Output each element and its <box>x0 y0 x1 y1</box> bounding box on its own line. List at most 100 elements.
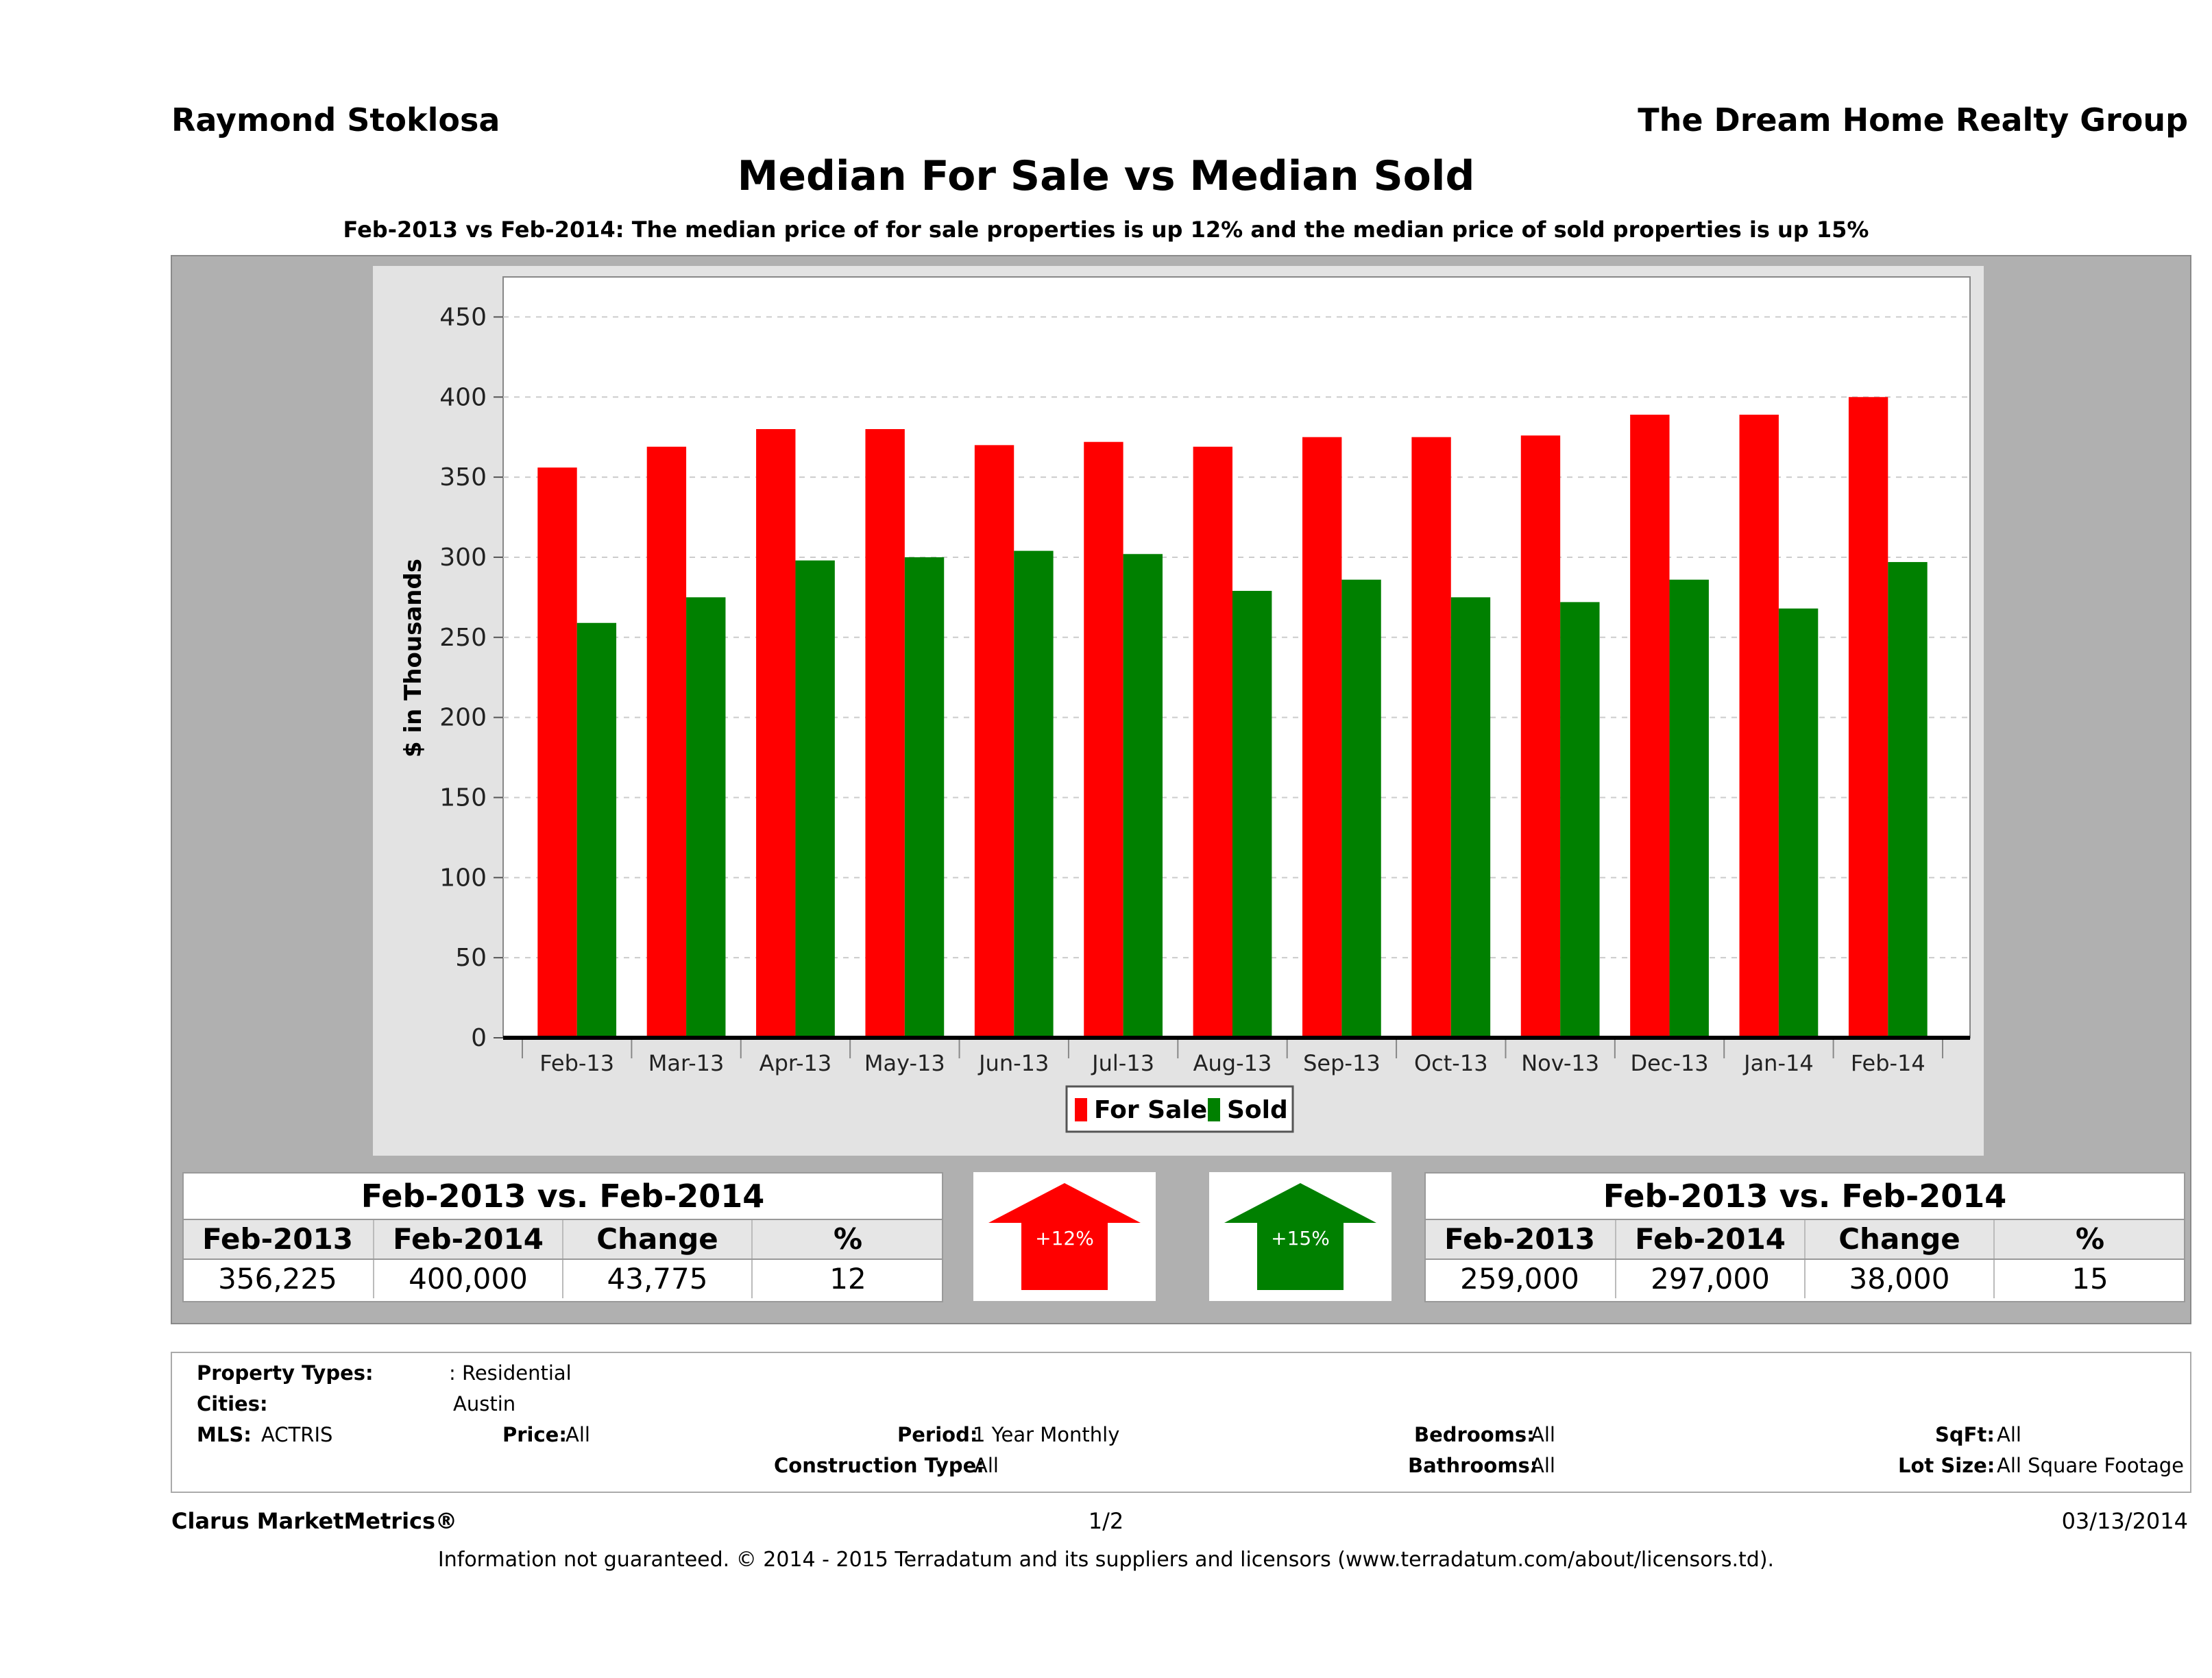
mls-label: MLS: <box>197 1423 252 1446</box>
bar-sold-Feb-14 <box>1888 561 1928 1038</box>
bedrooms-value: All <box>1531 1423 1555 1446</box>
bar-sold-May-13 <box>904 557 945 1038</box>
bar-for-sale-Oct-13 <box>1411 437 1451 1038</box>
period-value: 1 Year Monthly <box>973 1423 1120 1446</box>
legend-swatch-for-sale <box>1075 1098 1087 1121</box>
y-tick-label: 400 <box>439 383 487 411</box>
sold-change-indicator: +15% <box>1209 1172 1391 1301</box>
sqft-value: All <box>1997 1423 2021 1446</box>
header-cell: Feb-2014 <box>1615 1220 1804 1258</box>
sold-table-values: 259,000 297,000 38,000 15 <box>1426 1260 2184 1298</box>
header-cell: Feb-2013 <box>202 1222 353 1256</box>
lot-size-value: All Square Footage <box>1997 1454 2185 1477</box>
bathrooms-label: Bathrooms: <box>1408 1454 1538 1477</box>
y-tick-label: 100 <box>439 864 487 892</box>
bar-for-sale-Sep-13 <box>1302 437 1342 1038</box>
x-tick-label: May-13 <box>864 1050 945 1076</box>
legend-label-for-sale: For Sale <box>1094 1096 1207 1124</box>
sold-table-header: Feb-2013 Feb-2014 Change % <box>1426 1220 2184 1260</box>
for-sale-change-indicator: +12% <box>973 1172 1156 1301</box>
x-tick-label: Nov-13 <box>1521 1050 1599 1076</box>
bar-for-sale-Feb-14 <box>1848 397 1888 1038</box>
header-cell: Change <box>562 1220 751 1258</box>
chart-panel: 0 50 100 150 200 250 300 350 400 450 Feb-13 Mar-13… <box>373 266 1984 1156</box>
footer-brand: Clarus MarketMetrics® <box>171 1508 458 1534</box>
value-cell: 12 <box>751 1260 943 1298</box>
bar-sold-Jun-13 <box>1014 550 1054 1038</box>
y-tick-label: 50 <box>455 944 487 972</box>
x-tick-label: Jun-13 <box>977 1050 1049 1076</box>
bar-for-sale-Jul-13 <box>1084 441 1123 1038</box>
x-axis-ticks: Feb-13 Mar-13 Apr-13 May-13 Jun-13 Jul-13 Aug-… <box>522 1038 1943 1076</box>
sold-comparison-table: Feb-2013 vs. Feb-2014 Feb-2013 Feb-2014 … <box>1424 1172 2185 1302</box>
for-sale-comparison-table: Feb-2013 vs. Feb-2014 Feb-2013 Feb-2014 … <box>182 1172 943 1302</box>
x-tick-label: Sep-13 <box>1303 1050 1381 1076</box>
bedrooms-label: Bedrooms: <box>1414 1423 1535 1446</box>
y-tick-label: 0 <box>471 1024 487 1052</box>
company-name: The Dream Home Realty Group <box>1638 101 2188 138</box>
bar-for-sale-Apr-13 <box>756 429 796 1038</box>
y-tick-label: 200 <box>439 704 487 732</box>
header-cell: Feb-2013 <box>1444 1222 1595 1256</box>
bar-sold-Feb-13 <box>576 622 617 1038</box>
value-cell: 43,775 <box>562 1260 751 1298</box>
bar-sold-Aug-13 <box>1232 591 1272 1038</box>
bar-chart: 0 50 100 150 200 250 300 350 400 450 Feb-13 Mar-13… <box>400 276 1971 1133</box>
report-date: 03/13/2014 <box>2061 1508 2188 1534</box>
search-criteria: Property Types: : Residential Cities: Au… <box>171 1352 2191 1493</box>
gridlines <box>503 316 1970 959</box>
construction-type-label: Construction Type: <box>774 1454 984 1477</box>
bar-sold-Mar-13 <box>686 597 726 1038</box>
bar-for-sale-Jun-13 <box>974 445 1014 1038</box>
bars <box>537 397 1928 1038</box>
bar-sold-Oct-13 <box>1450 597 1491 1038</box>
arrow-up-icon: +15% <box>1224 1183 1376 1290</box>
value-cell: 259,000 <box>1460 1262 1579 1296</box>
y-tick-label: 250 <box>439 624 487 652</box>
arrow-up-icon: +12% <box>988 1183 1141 1290</box>
x-tick-label: Aug-13 <box>1193 1050 1272 1076</box>
sqft-label: SqFt: <box>1935 1423 1995 1446</box>
page-number: 1/2 <box>1088 1508 1124 1534</box>
y-axis-ticks: 0 50 100 150 200 250 300 350 400 450 <box>439 303 503 1052</box>
disclaimer: Information not guaranteed. © 2014 - 201… <box>437 1548 1775 1572</box>
y-axis-label: $ in Thousands <box>400 559 427 757</box>
report-title: Median For Sale vs Median Sold <box>737 152 1475 200</box>
bar-sold-Apr-13 <box>795 560 835 1038</box>
mls-value: ACTRIS <box>261 1423 333 1446</box>
bar-sold-Jan-14 <box>1778 608 1819 1038</box>
legend: For Sale Sold <box>1065 1085 1294 1133</box>
bar-sold-Dec-13 <box>1669 579 1709 1038</box>
value-cell: 38,000 <box>1804 1260 1993 1298</box>
sold-table-title: Feb-2013 vs. Feb-2014 <box>1426 1174 2184 1220</box>
header-cell: % <box>1993 1220 2185 1258</box>
bar-for-sale-Jan-14 <box>1739 414 1779 1038</box>
x-tick-label: Jan-14 <box>1742 1050 1814 1076</box>
value-cell: 15 <box>1993 1260 2185 1298</box>
bar-for-sale-Feb-13 <box>537 467 577 1038</box>
y-tick-label: 300 <box>439 544 487 572</box>
bar-sold-Nov-13 <box>1560 602 1600 1038</box>
x-tick-label: Jul-13 <box>1091 1050 1154 1076</box>
cities-value: Austin <box>453 1392 516 1415</box>
for-sale-table-header: Feb-2013 Feb-2014 Change % <box>184 1220 942 1260</box>
x-tick-label: Mar-13 <box>648 1050 725 1076</box>
agent-name: Raymond Stoklosa <box>171 101 500 138</box>
report-subtitle: Feb-2013 vs Feb-2014: The median price o… <box>343 217 1869 243</box>
bathrooms-value: All <box>1531 1454 1555 1477</box>
property-types-label: Property Types: <box>197 1361 374 1385</box>
property-types-value: : Residential <box>449 1361 572 1385</box>
value-cell: 356,225 <box>218 1262 337 1296</box>
bar-for-sale-Aug-13 <box>1193 446 1232 1038</box>
bar-for-sale-May-13 <box>865 429 905 1038</box>
price-value: All <box>566 1423 590 1446</box>
y-tick-label: 150 <box>439 783 487 812</box>
x-tick-label: Dec-13 <box>1630 1050 1708 1076</box>
header-cell: Feb-2014 <box>373 1220 562 1258</box>
for-sale-table-values: 356,225 400,000 43,775 12 <box>184 1260 942 1298</box>
value-cell: 297,000 <box>1615 1260 1804 1298</box>
bar-sold-Sep-13 <box>1341 579 1381 1038</box>
legend-swatch-sold <box>1208 1098 1220 1121</box>
header-cell: % <box>751 1220 943 1258</box>
value-cell: 400,000 <box>373 1260 562 1298</box>
